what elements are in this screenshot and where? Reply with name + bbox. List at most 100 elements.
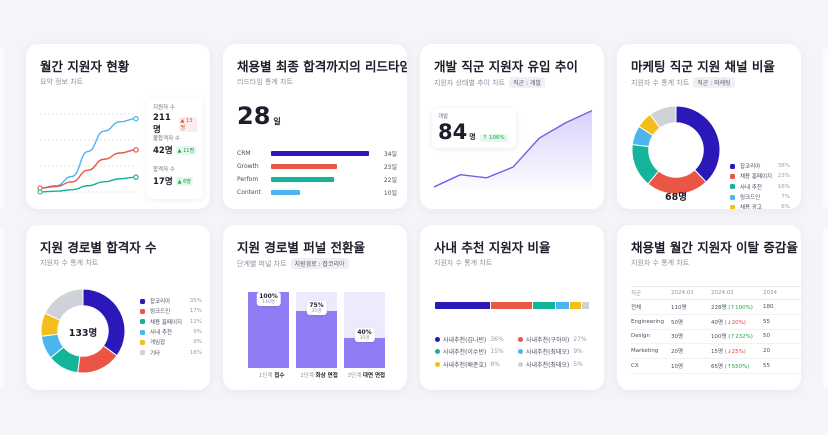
referral-legend-item-3: 사내추천(최태오) 9% xyxy=(518,346,595,359)
legend-percent: 18% xyxy=(189,349,202,356)
card-monthly-applicants[interactable]: 월간 지원자 현황 요약 정보 차트 지원자 수 211명 ▲ 13명 불합격자… xyxy=(26,44,210,209)
cell-value: 50명 xyxy=(671,319,684,326)
stat-label: 합격자 수 xyxy=(153,167,175,173)
card-subtitle: 지원자 상태별 추이 차트 직군 : 개발 xyxy=(434,77,545,88)
legend-row-3: 링크드인 7% xyxy=(730,192,790,202)
leadtime-bar xyxy=(271,151,369,156)
cell-value: 20 xyxy=(763,348,770,355)
card-churn-table[interactable]: 채용별 월간 지원자 이탈 증감율 지원자 수 통계 차트 직군 2024.01 2… xyxy=(617,225,801,390)
funnel-column-0: 100% 140명 xyxy=(248,292,289,368)
kpi-delta-badge: ↑ 106% xyxy=(479,134,508,142)
cell-value: 15명 xyxy=(711,349,724,356)
legend-percent: 7% xyxy=(781,194,790,201)
legend-row-0: 잡코리아 35% xyxy=(140,296,202,306)
legend-row-2: 채용 홈페이지 12% xyxy=(140,317,202,327)
referral-segment-3 xyxy=(555,302,570,309)
leadtime-bar-track xyxy=(271,177,377,182)
funnel-bubble: 100% 140명 xyxy=(256,292,281,306)
legend-percent: 15% xyxy=(490,348,504,356)
funnel-bubble: 40% 35명 xyxy=(354,327,375,342)
card-subtitle: 지원자 수 통계 차트 xyxy=(434,258,492,268)
edge-card-right-bottom xyxy=(822,228,828,388)
card-subtitle: 지원자 수 통계 차트 직군 : 마케팅 xyxy=(631,77,735,88)
funnel-stage-label-2: 3단계 대면 면접 xyxy=(343,371,390,379)
leadtime-row: Content 10일 xyxy=(237,186,397,199)
area-line xyxy=(433,109,593,188)
cell-value: 180 xyxy=(763,303,774,310)
legend-percent: 5% xyxy=(573,360,583,368)
leadtime-bar xyxy=(271,190,300,195)
leadtime-bar xyxy=(271,164,337,169)
legend-percent: 17% xyxy=(189,308,202,315)
table-row: Design 30명 100명 (↑232%) 50 xyxy=(631,330,801,345)
stat-delta-badge: ▲ 6명 xyxy=(175,176,193,186)
leadtime-bar-track xyxy=(271,164,377,169)
funnel-stage-label-0: 1단계 접수 xyxy=(248,371,295,379)
table-cell: CX xyxy=(631,363,671,369)
table-cell: 50 xyxy=(763,333,793,339)
referral-legend-item-5: 사내추천(최태오) 5% xyxy=(518,358,595,371)
cell-value: CX xyxy=(631,363,639,370)
legend-swatch xyxy=(140,350,145,356)
filter-tag[interactable]: 지원경로 : 잡코리아 xyxy=(290,258,349,269)
card-subtitle: 리드타임 통계 차트 xyxy=(237,77,293,87)
funnel-percent: 40% xyxy=(357,328,372,336)
cell-delta: (↓25%) xyxy=(723,349,746,356)
card-referral[interactable]: 사내 추천 지원자 비율 지원자 수 통계 차트 사내추천(김나빈) 36% 사내추… xyxy=(420,225,604,390)
legend-swatch xyxy=(730,204,735,209)
stage-name: 대면 면접 xyxy=(362,373,386,379)
filter-tag[interactable]: 직군 : 개발 xyxy=(509,77,545,88)
card-funnel[interactable]: 지원 경로별 퍼널 전환율 단계별 퍼널 차트 지원경로 : 잡코리아 100%… xyxy=(223,225,407,390)
filter-tag[interactable]: 직군 : 마케팅 xyxy=(693,77,735,88)
funnel-chart: 100% 140명 75% 35명 40% 35명 xyxy=(248,292,386,368)
card-title: 채용별 월간 지원자 이탈 증감율 xyxy=(631,240,798,255)
leadtime-row: Perfom 22일 xyxy=(237,173,397,186)
legend-name: 사내추천(최태오) xyxy=(526,361,570,369)
legend-percent: 35% xyxy=(189,298,202,305)
stage-step: 3단계 xyxy=(347,373,363,379)
funnel-percent: 100% xyxy=(259,293,278,300)
kpi-label: 개발 xyxy=(438,114,449,120)
card-dev-trend[interactable]: 개발 직군 지원자 유입 추이 지원자 상태별 추이 차트 직군 : 개발 개발… xyxy=(420,44,604,209)
table-cell: 10명 xyxy=(671,362,711,370)
cell-delta: (↑550%) xyxy=(723,364,750,371)
funnel-bar xyxy=(296,311,337,368)
legend-name: 사내추천(최태오) xyxy=(526,349,570,357)
cell-value: 55 xyxy=(763,363,770,370)
stat-delta-badge: ▲ 13명 xyxy=(178,116,197,132)
referral-legend-item-2: 사내추천(이수빈) 15% xyxy=(435,346,512,359)
table-cell: Engineering xyxy=(631,319,671,325)
card-marketing-channels[interactable]: 마케팅 직군 지원 채널 비율 지원자 수 통계 차트 직군 : 마케팅 68명… xyxy=(617,44,801,209)
referral-segment-1 xyxy=(490,302,533,309)
card-subtitle: 단계별 퍼널 차트 지원경로 : 잡코리아 xyxy=(237,258,349,269)
referral-stacked-bar xyxy=(435,302,590,309)
table-header-cell: 2024.01 xyxy=(671,290,694,296)
legend-percent: 27% xyxy=(573,335,587,343)
cell-value: 10명 xyxy=(671,364,684,371)
legend-name: 사내추천(구하이) xyxy=(526,336,570,344)
table-cell: 15명 (↓25%) xyxy=(711,347,763,355)
cell-delta: (↓20%) xyxy=(723,319,746,326)
stat-value: 211명 xyxy=(153,113,171,135)
cell-delta: (↑100%) xyxy=(726,304,753,311)
table-header-cell: 2024 xyxy=(763,290,777,296)
card-route-passers[interactable]: 지원 경로별 합격자 수 지원자 수 통계 차트 133명 잡코리아 35% 링크드… xyxy=(26,225,210,390)
card-title: 개발 직군 지원자 유입 추이 xyxy=(434,59,578,74)
subtitle-text: 지원자 상태별 추이 차트 xyxy=(434,78,506,87)
table-cell: 180 xyxy=(763,304,793,310)
legend-percent: 8% xyxy=(490,360,500,368)
card-leadtime[interactable]: 채용별 최종 합격까지의 리드타임 리드타임 통계 차트 28 일 CRM 34일… xyxy=(223,44,407,209)
series-end-point xyxy=(133,147,139,153)
stat-label: 지원자 수 xyxy=(153,105,175,111)
series-line-0 xyxy=(39,117,137,189)
stat-delta-badge: ▲ 11명 xyxy=(175,145,197,155)
legend-swatch xyxy=(518,336,523,342)
table-cell: 30명 xyxy=(671,332,711,340)
card-subtitle: 요약 정보 차트 xyxy=(40,77,83,87)
subtitle-text: 리드타임 통계 차트 xyxy=(237,78,293,86)
stage-name: 접수 xyxy=(274,373,285,379)
legend-swatch xyxy=(140,298,145,304)
route-donut-chart xyxy=(40,288,126,374)
referral-legend-item-1: 사내추천(구하이) 27% xyxy=(518,333,595,346)
big-unit: 일 xyxy=(273,117,281,126)
